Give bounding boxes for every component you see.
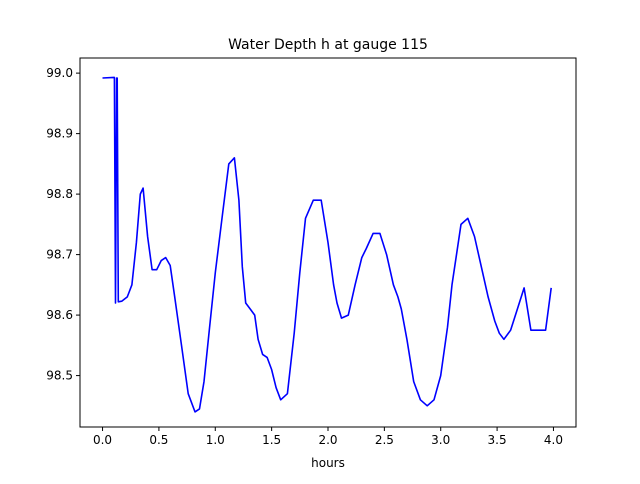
water-depth-line <box>102 76 552 413</box>
x-tick-label: 3.0 <box>431 433 450 447</box>
x-tick-label: 3.5 <box>488 433 507 447</box>
x-tick-label: 2.0 <box>318 433 337 447</box>
x-tick-label: 1.0 <box>206 433 225 447</box>
y-axis: 98.5 98.6 98.7 98.8 98.9 99.0 <box>46 66 80 383</box>
x-axis: 0.0 0.5 1.0 1.5 2.0 2.5 3.0 3.5 4.0 <box>93 427 563 447</box>
y-tick-label: 98.7 <box>46 248 73 262</box>
series-layer <box>102 76 552 413</box>
chart-title: Water Depth h at gauge 115 <box>228 37 428 53</box>
x-tick-label: 0.5 <box>149 433 168 447</box>
x-tick-label: 2.5 <box>375 433 394 447</box>
y-tick-label: 98.9 <box>46 127 73 141</box>
y-tick-label: 99.0 <box>46 66 73 80</box>
y-tick-label: 98.8 <box>46 187 73 201</box>
x-tick-label: 4.0 <box>544 433 563 447</box>
x-axis-label: hours <box>311 456 345 470</box>
x-tick-label: 1.5 <box>262 433 281 447</box>
x-tick-label: 0.0 <box>93 433 112 447</box>
y-tick-label: 98.6 <box>46 308 73 322</box>
y-tick-label: 98.5 <box>46 369 73 383</box>
